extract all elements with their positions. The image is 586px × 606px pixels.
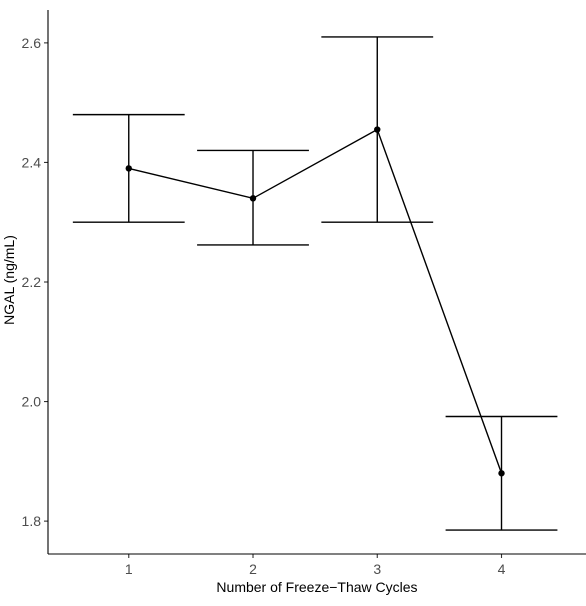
y-tick-label: 2.6	[22, 35, 42, 51]
x-tick-label: 4	[498, 561, 506, 577]
y-axis-title: NGAL (ng/mL)	[1, 235, 17, 325]
data-point	[249, 195, 257, 202]
data-point	[498, 470, 505, 477]
x-axis-title: Number of Freeze−Thaw Cycles	[216, 579, 417, 595]
y-tick-label: 2.2	[22, 274, 42, 290]
y-axis-ticks: 1.8 2.0 2.2 2.4 2.6	[22, 35, 48, 529]
data-point	[374, 126, 381, 133]
x-tick-label: 2	[249, 561, 257, 577]
y-tick-label: 1.8	[22, 513, 42, 529]
data-point	[125, 165, 132, 172]
y-tick-label: 2.4	[22, 154, 42, 170]
series-line	[128, 128, 503, 474]
x-axis-ticks: 1 2 3 4	[125, 554, 506, 577]
data-points	[125, 126, 505, 477]
error-bars	[72, 36, 558, 531]
x-tick-label: 1	[125, 561, 133, 577]
x-tick-label: 3	[373, 561, 381, 577]
y-tick-label: 2.0	[22, 394, 42, 410]
